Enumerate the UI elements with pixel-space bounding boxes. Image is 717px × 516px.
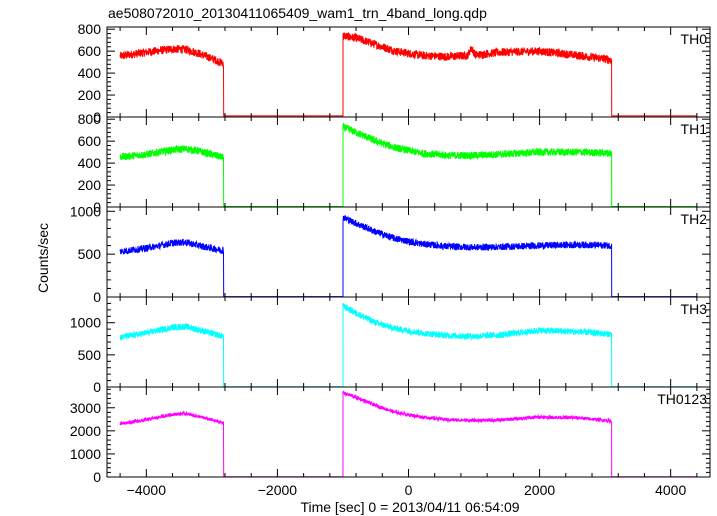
y-tick-label: 800 [78,111,102,127]
y-tick-label: 400 [78,65,102,81]
x-tick-label: 0 [405,482,413,498]
y-tick-label: 200 [78,177,102,193]
panels: 0 200 400 600 800 TH0 0 200 400 600 800 TH1 0 500 1000… [70,21,711,498]
x-tick-label: 2000 [524,482,555,498]
panel-th0: 0 200 400 600 800 TH0 [78,21,711,125]
y-tick-label: 3000 [70,400,101,416]
y-tick-label: 0 [93,199,101,215]
panel-th3: 0 500 1000 TH3 [70,296,711,395]
x-axis-label: Time [sec] 0 = 2013/04/11 06:54:09 [300,499,519,515]
series-th2 [119,215,697,297]
y-tick-label: 200 [78,87,102,103]
y-tick-label: 1000 [70,315,101,331]
y-tick-label: 600 [78,43,102,59]
series-th1 [119,122,697,207]
panel-frame [106,206,711,298]
panel-th0123: 0 1000 2000 3000 TH0123 [70,386,711,485]
chart-title: ae508072010_20130411065409_wam1_trn_4ban… [108,5,487,21]
y-tick-label: 2000 [70,423,101,439]
x-tick-label: −4000 [127,482,167,498]
y-tick-label: 1000 [70,203,101,219]
panel-frame [106,26,711,118]
series-th0 [119,32,697,117]
panel-label: TH3 [681,301,708,317]
x-tick-label: 4000 [655,482,686,498]
panel-label: TH0 [681,31,708,47]
x-tick-label: −2000 [258,482,298,498]
panel-frame [106,386,711,478]
panel-label: TH2 [681,211,708,227]
y-tick-label: 400 [78,155,102,171]
panel-frame [106,116,711,208]
series-th3 [119,303,697,387]
y-tick-label: 0 [93,469,101,485]
y-tick-label: 0 [93,289,101,305]
panel-th2: 0 500 1000 TH2 [70,203,711,305]
y-axis-label: Counts/sec [35,223,51,293]
y-tick-label: 0 [93,379,101,395]
y-tick-label: 800 [78,21,102,37]
y-tick-label: 500 [78,347,102,363]
series-th0123 [119,390,697,477]
panel-label: TH0123 [657,391,707,407]
y-tick-label: 500 [78,246,102,262]
y-tick-label: 600 [78,133,102,149]
panel-frame [106,296,711,388]
y-tick-label: 0 [93,109,101,125]
panel-th1: 0 200 400 600 800 TH1 [78,111,711,215]
y-tick-label: 1000 [70,446,101,462]
panel-label: TH1 [681,121,708,137]
